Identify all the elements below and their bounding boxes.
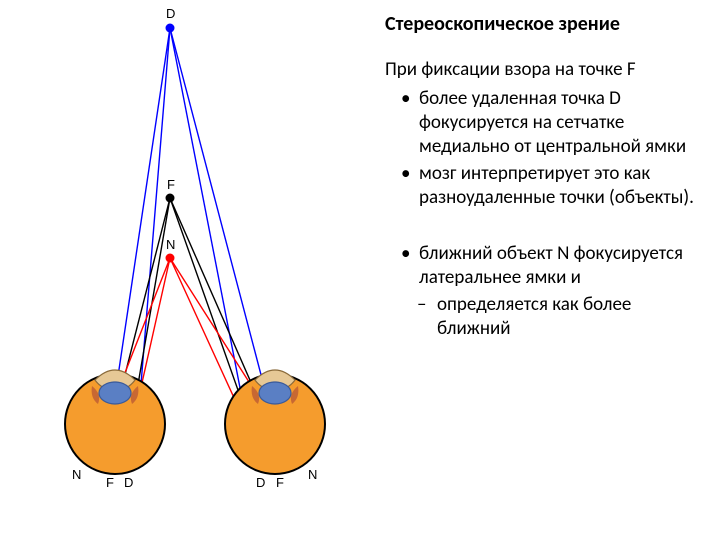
left-retina-n: N	[72, 467, 81, 482]
right-lens	[259, 382, 291, 404]
point-f	[166, 194, 175, 203]
bullet-brain: мозг интерпретирует это как разноудаленн…	[401, 162, 702, 210]
right-retina-n: N	[308, 467, 317, 482]
stereoscopic-diagram	[0, 0, 385, 540]
text-panel: Стереоскопическое зрение При фиксации вз…	[385, 0, 720, 540]
spacer	[385, 214, 702, 242]
label-n: N	[166, 237, 175, 252]
label-f: F	[167, 177, 175, 192]
sub-bullet-closer: определяется как более ближний	[401, 293, 702, 341]
bullet-n: ближний объект N фокусируется латеральне…	[401, 242, 702, 290]
page-title: Стереоскопическое зрение	[385, 12, 702, 36]
bullet-list-1: более удаленная точка D фокусируется на …	[385, 87, 702, 210]
right-retina-f: F	[276, 475, 284, 490]
bullet-list-2: ближний объект N фокусируется латеральне…	[385, 242, 702, 341]
intro-text: При фиксации взора на точке F	[385, 58, 702, 81]
bullet-d: более удаленная точка D фокусируется на …	[401, 87, 702, 158]
point-n	[166, 254, 175, 263]
diagram-panel: D F N N F D D F N	[0, 0, 385, 540]
left-eye	[65, 370, 165, 474]
right-retina-d: D	[256, 475, 265, 490]
left-retina-f: F	[106, 475, 114, 490]
label-d: D	[166, 6, 175, 21]
point-d	[166, 24, 175, 33]
left-lens	[99, 382, 131, 404]
left-retina-d: D	[124, 475, 133, 490]
